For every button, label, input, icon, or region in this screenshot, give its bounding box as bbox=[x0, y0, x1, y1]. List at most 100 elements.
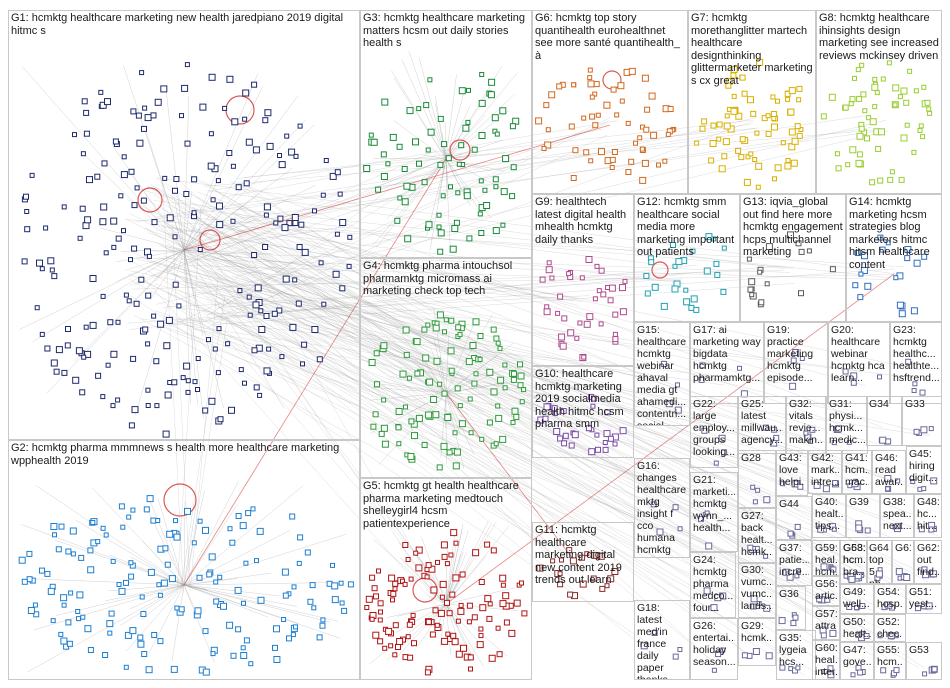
edge bbox=[167, 293, 890, 641]
edge bbox=[155, 229, 859, 476]
node bbox=[690, 248, 696, 254]
node bbox=[263, 212, 269, 218]
node bbox=[33, 611, 40, 618]
edge bbox=[125, 165, 454, 271]
group-label: G14: hcmktg marketing hcsm strategies bl… bbox=[849, 196, 930, 271]
node bbox=[377, 638, 384, 645]
node bbox=[788, 128, 796, 136]
edge bbox=[137, 114, 871, 222]
node bbox=[887, 176, 894, 183]
node bbox=[437, 115, 444, 122]
node bbox=[773, 434, 780, 441]
node bbox=[667, 106, 674, 112]
node bbox=[898, 176, 905, 183]
node bbox=[459, 571, 466, 578]
edge bbox=[171, 584, 185, 662]
node bbox=[739, 136, 746, 143]
node bbox=[60, 637, 68, 645]
group-label: G42: mark... intre... bbox=[811, 452, 839, 488]
node bbox=[499, 600, 507, 608]
group-label: G3: hcmktg healthcare marketing matters … bbox=[363, 12, 526, 49]
node bbox=[877, 374, 882, 380]
edge bbox=[393, 77, 447, 160]
node bbox=[145, 387, 151, 393]
node bbox=[930, 477, 938, 485]
node bbox=[745, 154, 751, 160]
node bbox=[126, 514, 132, 520]
edge bbox=[372, 322, 447, 394]
node bbox=[235, 513, 242, 519]
node bbox=[290, 632, 296, 638]
node bbox=[184, 140, 191, 147]
node bbox=[452, 430, 458, 436]
node bbox=[446, 449, 453, 456]
node bbox=[806, 248, 812, 254]
edge bbox=[160, 200, 748, 654]
node bbox=[307, 598, 314, 605]
node bbox=[872, 104, 878, 110]
node bbox=[388, 574, 396, 582]
node bbox=[385, 161, 391, 167]
edge bbox=[183, 584, 298, 607]
node bbox=[206, 571, 213, 578]
edge bbox=[148, 232, 925, 519]
node bbox=[792, 667, 798, 674]
node bbox=[497, 376, 505, 384]
group-g2: G2: hcmktg pharma mmmnews s health more … bbox=[8, 440, 360, 680]
node bbox=[458, 87, 466, 95]
edge bbox=[124, 219, 904, 268]
group-g22: G22: large employ... groups looking... bbox=[690, 396, 738, 468]
edge bbox=[434, 95, 447, 160]
node bbox=[672, 263, 678, 269]
node bbox=[165, 316, 173, 324]
node bbox=[262, 117, 269, 124]
node bbox=[399, 370, 407, 378]
node bbox=[581, 115, 587, 121]
node bbox=[741, 90, 748, 97]
group-g5: G5: hcmktg gt health healthcare pharma m… bbox=[360, 478, 532, 680]
node bbox=[490, 547, 497, 554]
group-g9: G9: healthtech latest digital health mhe… bbox=[532, 194, 634, 366]
node bbox=[373, 593, 379, 600]
group-g60: G60: heal... inter... bbox=[812, 640, 840, 680]
node bbox=[145, 341, 151, 347]
node bbox=[672, 653, 679, 660]
node bbox=[675, 382, 680, 388]
node bbox=[675, 258, 683, 266]
edge bbox=[183, 249, 204, 336]
edge bbox=[205, 295, 836, 624]
edge bbox=[445, 521, 489, 605]
node bbox=[264, 109, 272, 117]
edge bbox=[241, 153, 437, 300]
node bbox=[184, 62, 190, 68]
node bbox=[208, 553, 216, 561]
node bbox=[771, 123, 778, 131]
edge bbox=[149, 249, 185, 301]
node bbox=[443, 317, 449, 323]
group-label: G24: hcmktg pharma medco... four... bbox=[693, 554, 733, 614]
node bbox=[701, 118, 708, 125]
edge bbox=[142, 196, 440, 384]
node bbox=[488, 654, 496, 662]
node bbox=[723, 122, 731, 130]
node bbox=[566, 547, 573, 554]
group-label: G62: out find... bbox=[917, 542, 939, 578]
edge bbox=[445, 578, 461, 605]
node bbox=[392, 652, 398, 658]
group-g51: G51: yest... bbox=[906, 584, 942, 614]
node bbox=[519, 580, 524, 586]
group-g29: G29: hcmk... bbox=[738, 618, 776, 666]
node bbox=[604, 583, 610, 589]
node bbox=[574, 335, 580, 341]
node bbox=[492, 227, 500, 235]
edge bbox=[437, 158, 447, 201]
node bbox=[579, 580, 587, 588]
edge bbox=[129, 264, 697, 330]
node bbox=[741, 652, 748, 659]
node bbox=[437, 229, 445, 237]
node bbox=[795, 665, 801, 671]
node bbox=[834, 151, 840, 157]
node bbox=[787, 231, 794, 239]
edge bbox=[160, 205, 715, 663]
node bbox=[651, 630, 658, 636]
